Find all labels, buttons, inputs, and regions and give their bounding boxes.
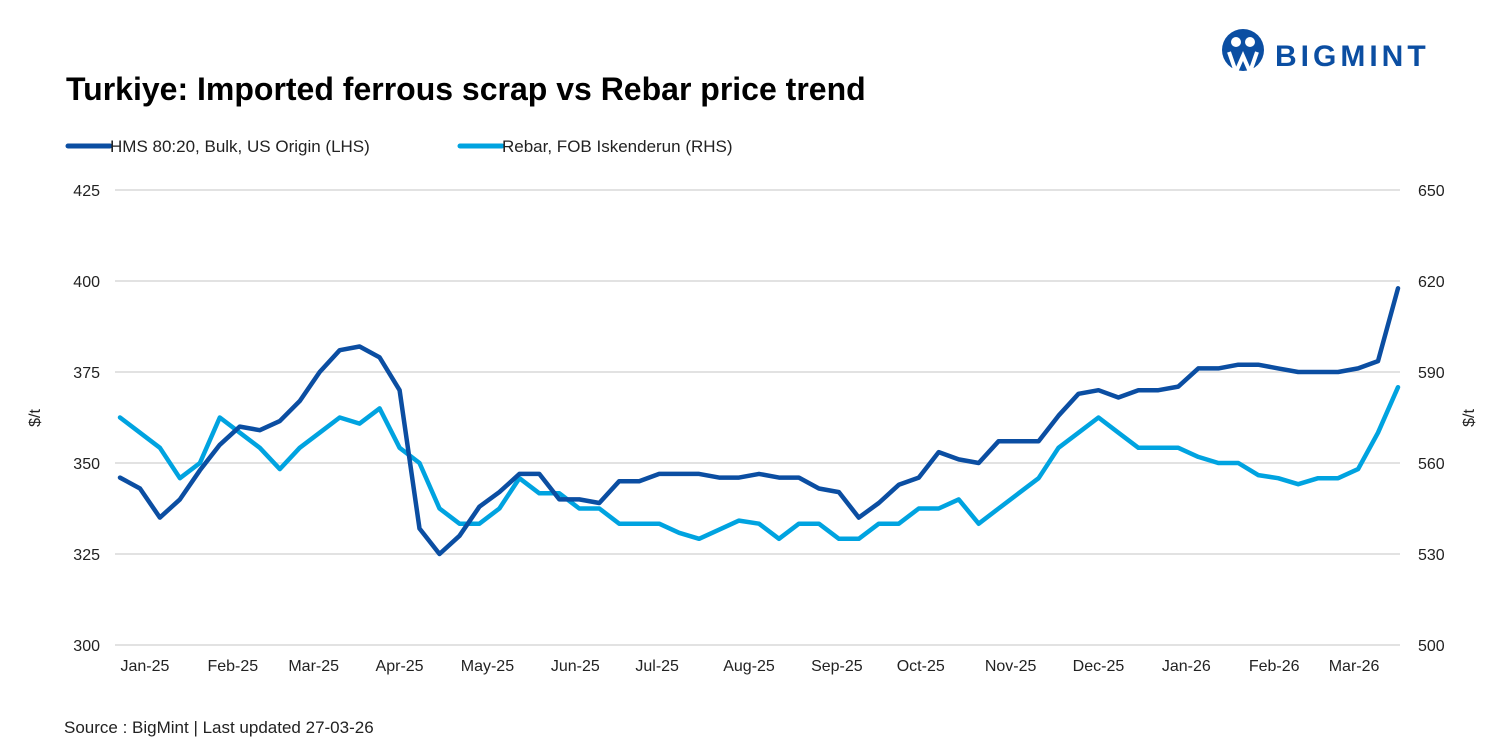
x-tick-label: May-25 xyxy=(461,658,514,675)
y-tick-label-left: 350 xyxy=(73,456,100,473)
bigmint-logo: BIGMINT xyxy=(1222,29,1430,78)
x-tick-label: Apr-25 xyxy=(376,658,424,675)
legend: HMS 80:20, Bulk, US Origin (LHS) Rebar, … xyxy=(65,137,733,156)
legend-label-hms: HMS 80:20, Bulk, US Origin (LHS) xyxy=(110,137,370,156)
x-tick-label: Jan-26 xyxy=(1162,658,1211,675)
x-tick-label: Nov-25 xyxy=(985,658,1037,675)
x-tick-label: Jun-25 xyxy=(551,658,600,675)
x-tick-label: Jul-25 xyxy=(635,658,679,675)
series-line-hms xyxy=(117,286,1401,557)
x-tick-label: Dec-25 xyxy=(1073,658,1125,675)
logo-emblem-icon xyxy=(1222,29,1264,71)
y-tick-label-right: 530 xyxy=(1418,547,1445,564)
y-axis-label-right: $/t xyxy=(1461,409,1478,427)
logo-text: BIGMINT xyxy=(1275,40,1430,73)
chart-title: Turkiye: Imported ferrous scrap vs Rebar… xyxy=(66,71,866,107)
source-note: Source : BigMint | Last updated 27-03-26 xyxy=(64,718,374,737)
y-tick-label-right: 650 xyxy=(1418,183,1445,200)
y-axis-label-left: $/t xyxy=(27,409,44,427)
x-tick-label: Feb-25 xyxy=(207,658,258,675)
y-tick-label-left: 400 xyxy=(73,274,100,291)
x-tick-label: Jan-25 xyxy=(121,658,170,675)
y-tick-label-left: 300 xyxy=(73,638,100,655)
x-tick-label: Aug-25 xyxy=(723,658,775,675)
y-tick-label-left: 325 xyxy=(73,547,100,564)
x-tick-label: Mar-26 xyxy=(1329,658,1380,675)
y-tick-label-right: 560 xyxy=(1418,456,1445,473)
y-tick-label-right: 620 xyxy=(1418,274,1445,291)
legend-label-rebar: Rebar, FOB Iskenderun (RHS) xyxy=(502,137,733,156)
y-tick-label-right: 590 xyxy=(1418,365,1445,382)
x-tick-label: Oct-25 xyxy=(897,658,945,675)
x-tick-label: Sep-25 xyxy=(811,658,863,675)
series-line-rebar xyxy=(117,384,1401,542)
x-tick-label: Mar-25 xyxy=(288,658,339,675)
y-tick-label-left: 375 xyxy=(73,365,100,382)
y-tick-label-left: 425 xyxy=(73,183,100,200)
x-tick-label: Feb-26 xyxy=(1249,658,1300,675)
y-tick-label-right: 500 xyxy=(1418,638,1445,655)
